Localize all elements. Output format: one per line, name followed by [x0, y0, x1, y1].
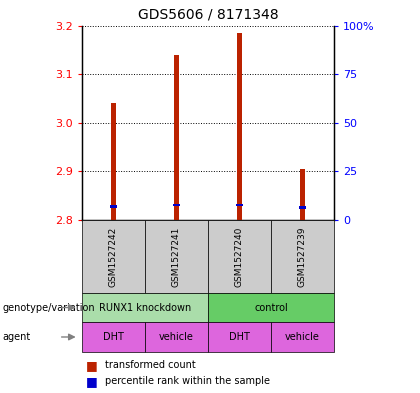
- Text: DHT: DHT: [103, 332, 124, 342]
- Text: vehicle: vehicle: [159, 332, 194, 342]
- Text: ■: ■: [86, 359, 98, 372]
- Bar: [110, 205, 117, 208]
- Text: GSM1527242: GSM1527242: [109, 226, 118, 286]
- Text: GSM1527240: GSM1527240: [235, 226, 244, 286]
- Title: GDS5606 / 8171348: GDS5606 / 8171348: [138, 7, 278, 22]
- Text: control: control: [254, 303, 288, 312]
- Bar: [236, 204, 243, 206]
- Text: percentile rank within the sample: percentile rank within the sample: [105, 376, 270, 386]
- Text: genotype/variation: genotype/variation: [2, 303, 95, 312]
- Text: ■: ■: [86, 375, 98, 388]
- Text: GSM1527239: GSM1527239: [298, 226, 307, 286]
- Bar: [111, 103, 116, 220]
- Bar: [174, 55, 178, 220]
- Bar: [300, 169, 304, 220]
- Bar: [299, 206, 306, 209]
- Bar: [173, 204, 180, 206]
- Text: vehicle: vehicle: [285, 332, 320, 342]
- Text: RUNX1 knockdown: RUNX1 knockdown: [99, 303, 191, 312]
- Text: GSM1527241: GSM1527241: [172, 226, 181, 286]
- Text: transformed count: transformed count: [105, 360, 196, 371]
- Bar: [237, 33, 242, 220]
- Text: agent: agent: [2, 332, 30, 342]
- Text: DHT: DHT: [229, 332, 250, 342]
